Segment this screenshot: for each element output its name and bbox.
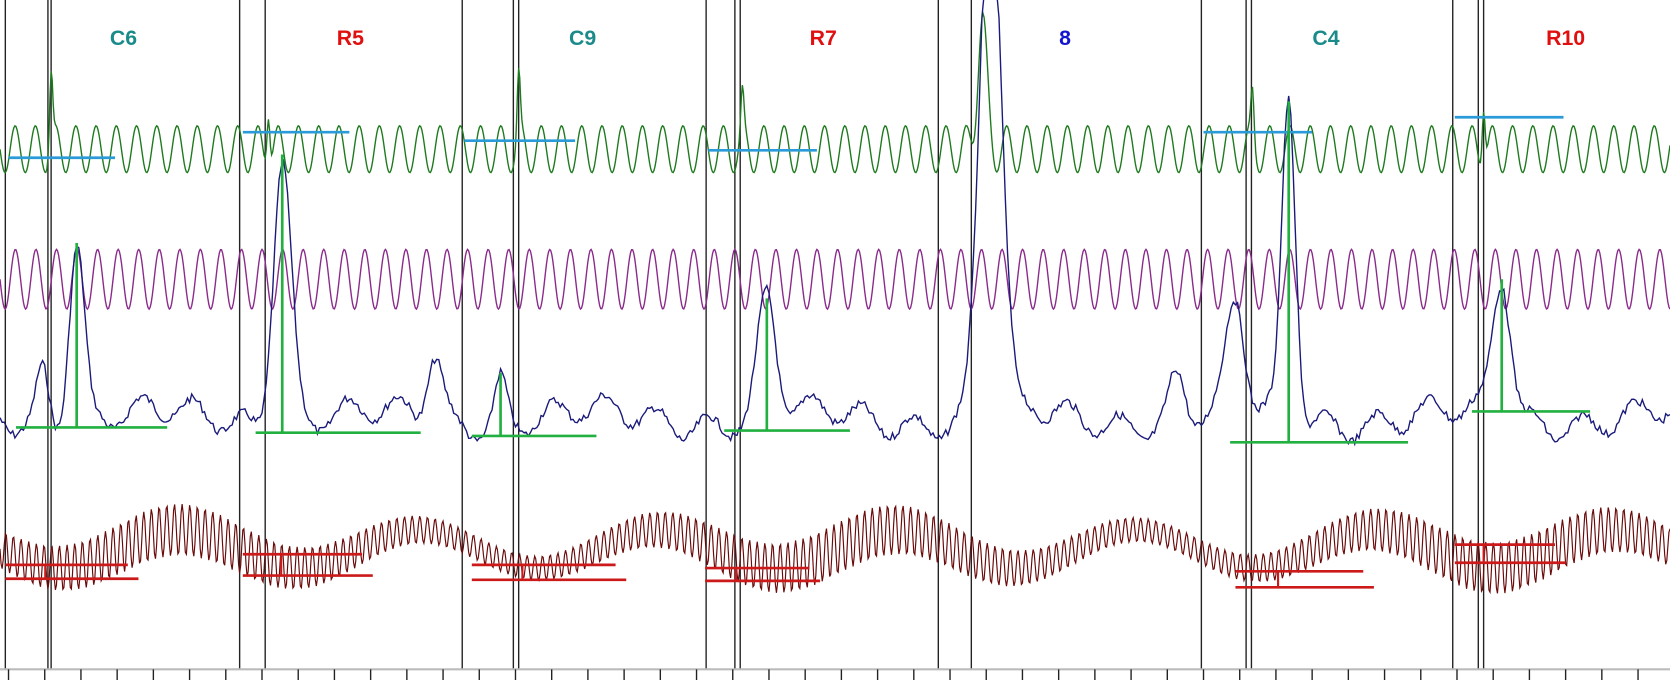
traces [0, 0, 1670, 595]
annotations [5, 101, 1591, 589]
trace-navy [0, 0, 1670, 447]
trace-maroon [0, 503, 1670, 595]
segment-label: R5 [337, 26, 364, 50]
segment-labels: C6 R5 C9 R7 8 C4 R10 [110, 26, 1585, 50]
trace-green [0, 11, 1670, 174]
segment-label: C6 [110, 26, 137, 50]
segment-label: R10 [1546, 26, 1585, 50]
segment-label: 8 [1059, 26, 1071, 50]
segment-label: C4 [1312, 26, 1339, 50]
trace-purple [0, 248, 1670, 311]
segment-label: R7 [810, 26, 837, 50]
time-axis [0, 668, 1670, 680]
segment-label: C9 [569, 26, 596, 50]
